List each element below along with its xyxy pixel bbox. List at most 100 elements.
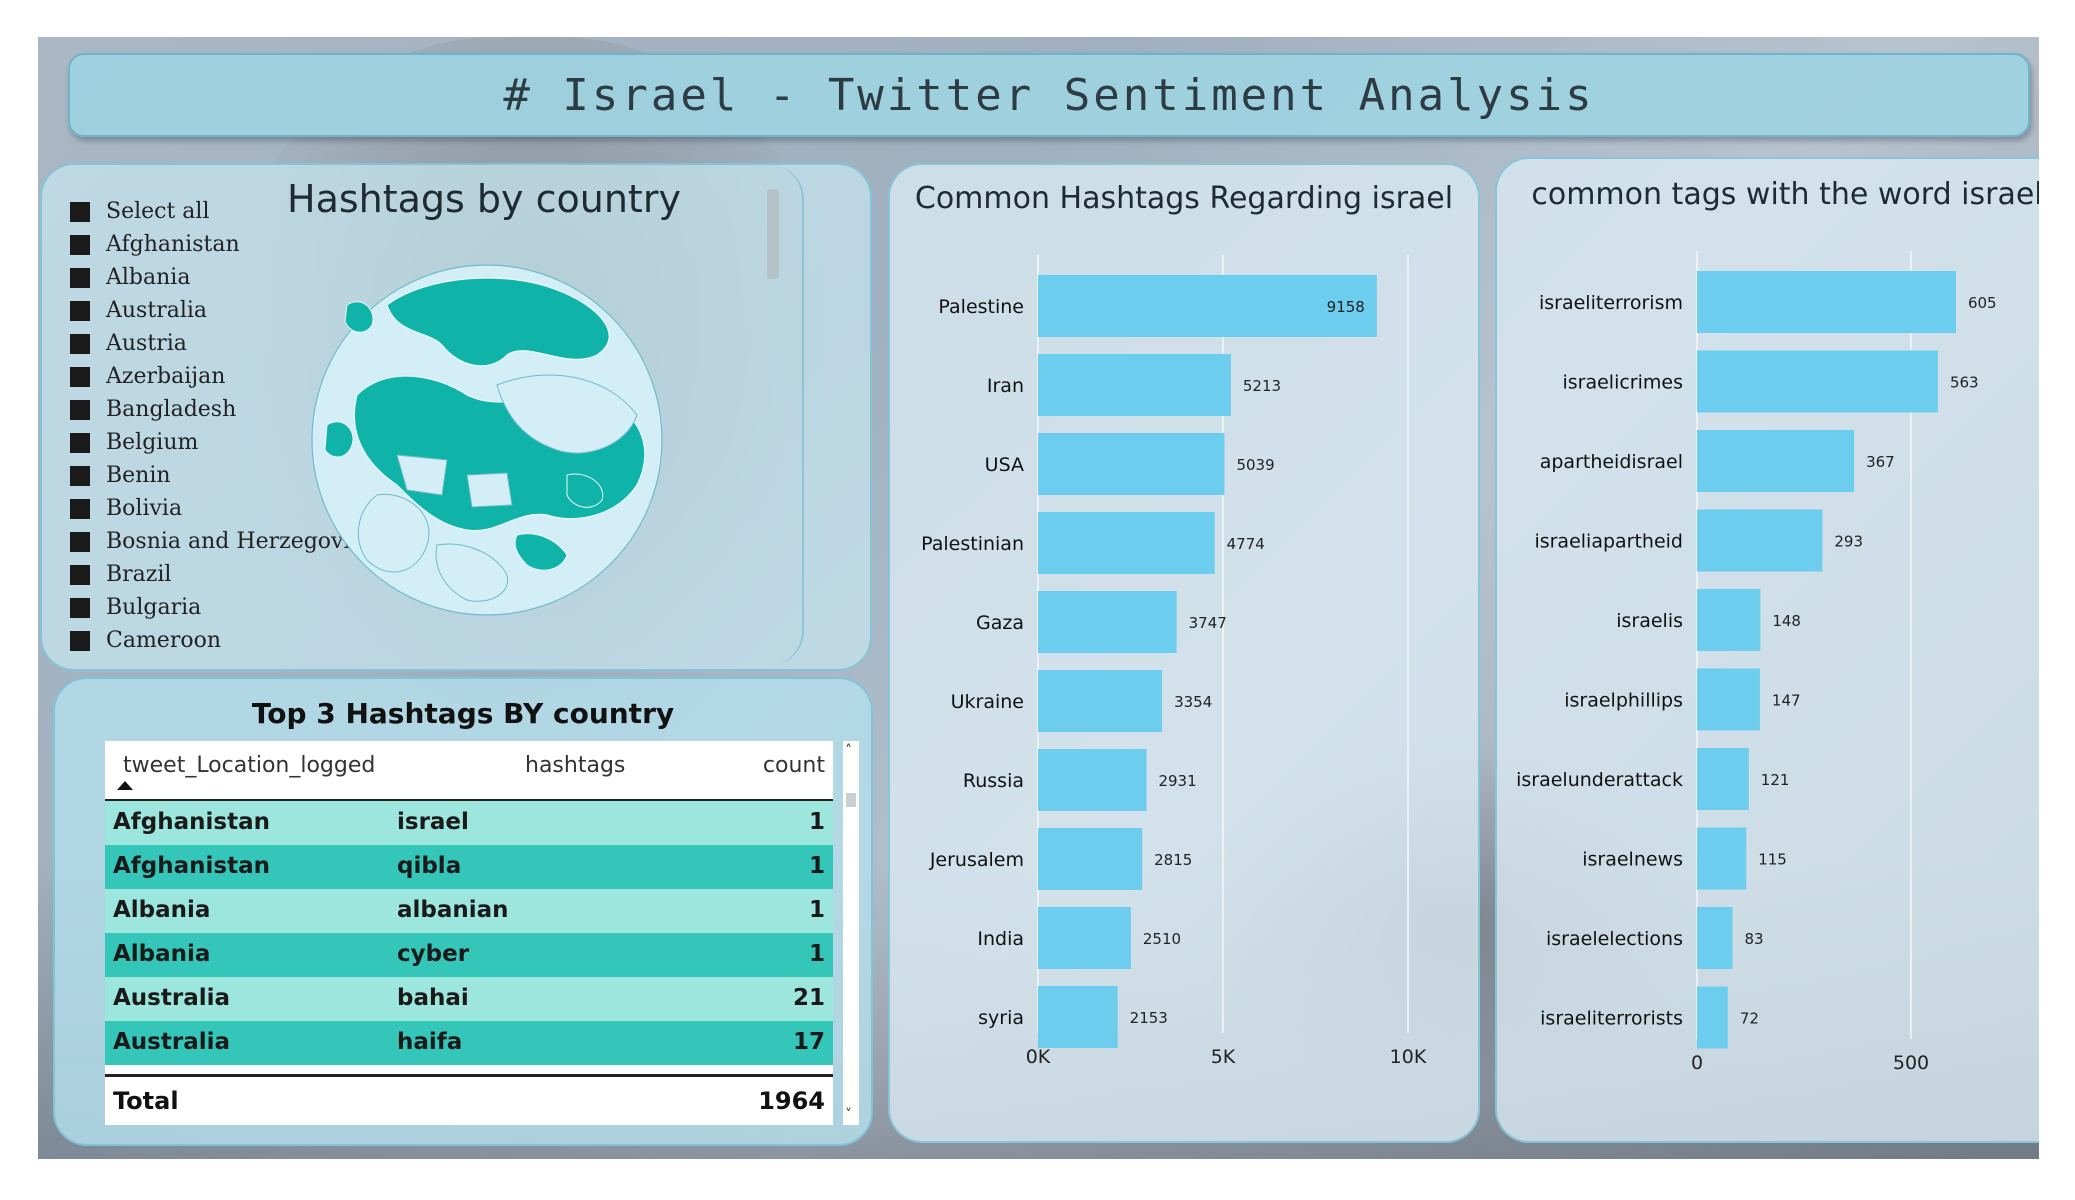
checkbox-icon[interactable] — [70, 399, 90, 420]
data-label: 9158 — [1327, 298, 1365, 316]
bar[interactable] — [1038, 275, 1377, 337]
slicer-item-label: Australia — [106, 298, 208, 323]
category-label: USA — [985, 454, 1024, 476]
slicer-item[interactable]: Bangladesh — [70, 393, 400, 426]
data-label: 147 — [1772, 692, 1801, 710]
table-scroll-thumb[interactable] — [846, 793, 856, 807]
category-label: israelelections — [1546, 928, 1683, 950]
checkbox-icon[interactable] — [70, 366, 90, 387]
cell-country: Afghanistan — [113, 853, 271, 879]
slicer-scrollbar[interactable] — [767, 189, 779, 279]
category-label: Ukraine — [951, 691, 1024, 713]
sort-ascending-icon[interactable] — [117, 781, 133, 790]
data-label: 2510 — [1143, 930, 1181, 948]
checkbox-icon[interactable] — [70, 465, 90, 486]
bar[interactable] — [1697, 430, 1855, 492]
slicer-item-label: Brazil — [106, 562, 172, 587]
bar[interactable] — [1038, 828, 1143, 890]
slicer-item[interactable]: Brazil — [70, 558, 400, 591]
bar[interactable] — [1038, 907, 1131, 969]
table-row[interactable]: Australia bahai 21 — [105, 977, 833, 1021]
checkbox-icon[interactable] — [70, 333, 90, 354]
bar[interactable] — [1038, 670, 1163, 732]
category-label: Iran — [987, 375, 1024, 397]
cell-hashtag: haifa — [397, 1029, 463, 1055]
bar[interactable] — [1038, 354, 1231, 416]
table-scrollbar[interactable]: ˄ ˅ — [843, 741, 859, 1125]
checkbox-icon[interactable] — [70, 201, 90, 222]
cell-hashtag: israel — [397, 809, 469, 835]
israel-tags-chart-panel: common tags with the word israel 0 500 isr… — [1495, 157, 2039, 1143]
slicer-item[interactable]: Bulgaria — [70, 591, 400, 624]
world-map[interactable] — [267, 245, 707, 639]
country-slicer[interactable]: Select all Afghanistan Albania Australia Aus… — [70, 195, 400, 655]
bar[interactable] — [1697, 509, 1823, 572]
slicer-item[interactable]: Select all — [70, 195, 400, 228]
slicer-item[interactable]: Albania — [70, 261, 400, 294]
bar[interactable] — [1697, 748, 1749, 810]
slicer-item[interactable]: Benin — [70, 459, 400, 492]
table-row[interactable]: Afghanistan qibla 1 — [105, 845, 833, 889]
column-header-count[interactable]: count — [762, 753, 825, 778]
data-label: 3747 — [1189, 614, 1227, 632]
table-row[interactable]: Albania cyber 1 — [105, 933, 833, 977]
column-header-hashtags[interactable]: hashtags — [525, 753, 626, 778]
hashtags-table: tweet_Location_logged hashtags count Afg… — [105, 741, 833, 1125]
bar[interactable] — [1038, 591, 1177, 653]
checkbox-icon[interactable] — [70, 630, 90, 651]
slicer-item-label: Select all — [106, 199, 210, 224]
cell-count: 21 — [792, 985, 825, 1011]
bar[interactable] — [1038, 433, 1225, 495]
bar[interactable] — [1038, 986, 1118, 1048]
bar[interactable] — [1697, 907, 1733, 969]
table-row[interactable]: Albania albanian 1 — [105, 889, 833, 933]
data-label: 115 — [1758, 851, 1787, 869]
data-label: 72 — [1740, 1010, 1759, 1028]
slicer-item-label: Cameroon — [106, 628, 222, 653]
bar[interactable] — [1697, 827, 1747, 890]
checkbox-icon[interactable] — [70, 432, 90, 453]
table-header: tweet_Location_logged hashtags count — [105, 741, 833, 801]
scroll-up-icon[interactable]: ˄ — [845, 743, 852, 759]
bar[interactable] — [1038, 749, 1147, 811]
slicer-item[interactable]: Austria — [70, 327, 400, 360]
table-row[interactable]: Afghanistan israel 1 — [105, 801, 833, 845]
checkbox-icon[interactable] — [70, 597, 90, 618]
slicer-item[interactable]: Bosnia and Herzegovina — [70, 525, 400, 558]
bar[interactable] — [1697, 986, 1728, 1049]
checkbox-icon[interactable] — [70, 498, 90, 519]
column-header-location[interactable]: tweet_Location_logged — [123, 753, 376, 778]
bar[interactable] — [1697, 668, 1760, 731]
scroll-down-icon[interactable]: ˅ — [845, 1107, 852, 1123]
israel-tags-bar-chart: 0 500 israeliterrorism 605 israelicrimes 563 a… — [1516, 251, 1997, 1074]
data-label: 5213 — [1243, 377, 1281, 395]
x-tick-label: 10K — [1390, 1046, 1427, 1068]
checkbox-icon[interactable] — [70, 234, 90, 255]
cell-hashtag: qibla — [397, 853, 462, 879]
cell-count: 1 — [808, 809, 825, 835]
cell-country: Afghanistan — [113, 809, 271, 835]
bar[interactable] — [1697, 271, 1956, 333]
table-row[interactable]: Australia haifa 17 — [105, 1021, 833, 1065]
map-title: Hashtags by country — [287, 177, 681, 221]
category-label: Gaza — [976, 612, 1024, 634]
checkbox-icon[interactable] — [70, 531, 90, 552]
category-label: Jerusalem — [929, 849, 1024, 871]
data-label: 605 — [1968, 294, 1997, 312]
bar[interactable] — [1697, 350, 1938, 413]
bar[interactable] — [1697, 589, 1761, 651]
slicer-item[interactable]: Cameroon — [70, 624, 400, 655]
checkbox-icon[interactable] — [70, 564, 90, 585]
slicer-item[interactable]: Belgium — [70, 426, 400, 459]
data-label: 5039 — [1236, 456, 1274, 474]
checkbox-icon[interactable] — [70, 300, 90, 321]
table-body: Afghanistan israel 1 Afghanistan qibla 1 Alban… — [105, 801, 833, 1065]
slicer-item[interactable]: Australia — [70, 294, 400, 327]
cell-country: Albania — [113, 941, 211, 967]
checkbox-icon[interactable] — [70, 267, 90, 288]
slicer-item[interactable]: Azerbaijan — [70, 360, 400, 393]
slicer-item[interactable]: Bolivia — [70, 492, 400, 525]
chart-title-common-hashtags: Common Hashtags Regarding israel — [914, 181, 1454, 216]
bar[interactable] — [1038, 512, 1215, 574]
slicer-item[interactable]: Afghanistan — [70, 228, 400, 261]
